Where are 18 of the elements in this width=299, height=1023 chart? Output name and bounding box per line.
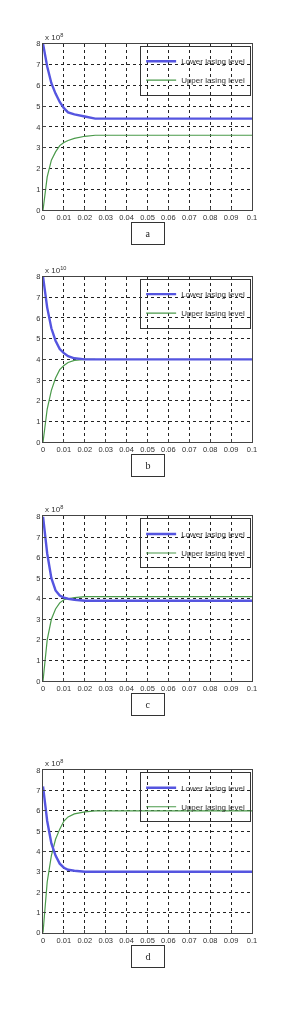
text: x 10$^{8}$ bbox=[45, 32, 64, 43]
legend-label: Upper lasing level bbox=[181, 76, 245, 86]
legend-label: Lower lasing level bbox=[181, 57, 245, 67]
legend-label: Upper lasing level bbox=[181, 549, 245, 559]
text: a bbox=[145, 228, 151, 239]
legend-label: Lower lasing level bbox=[181, 530, 245, 540]
legend-label: Upper lasing level bbox=[181, 802, 245, 812]
text: x 10$^{8}$ bbox=[45, 758, 64, 769]
line-series bbox=[43, 43, 253, 120]
legend-label: Lower lasing level bbox=[181, 290, 245, 300]
text: x 10$^{8}$ bbox=[45, 504, 64, 515]
legend-label: Upper lasing level bbox=[181, 309, 245, 319]
line-series bbox=[43, 276, 253, 361]
text: d bbox=[145, 951, 151, 962]
text: x 10$^{10}$ bbox=[45, 265, 67, 276]
text: b bbox=[145, 460, 151, 471]
line-series bbox=[43, 516, 253, 602]
text: c bbox=[145, 699, 151, 710]
